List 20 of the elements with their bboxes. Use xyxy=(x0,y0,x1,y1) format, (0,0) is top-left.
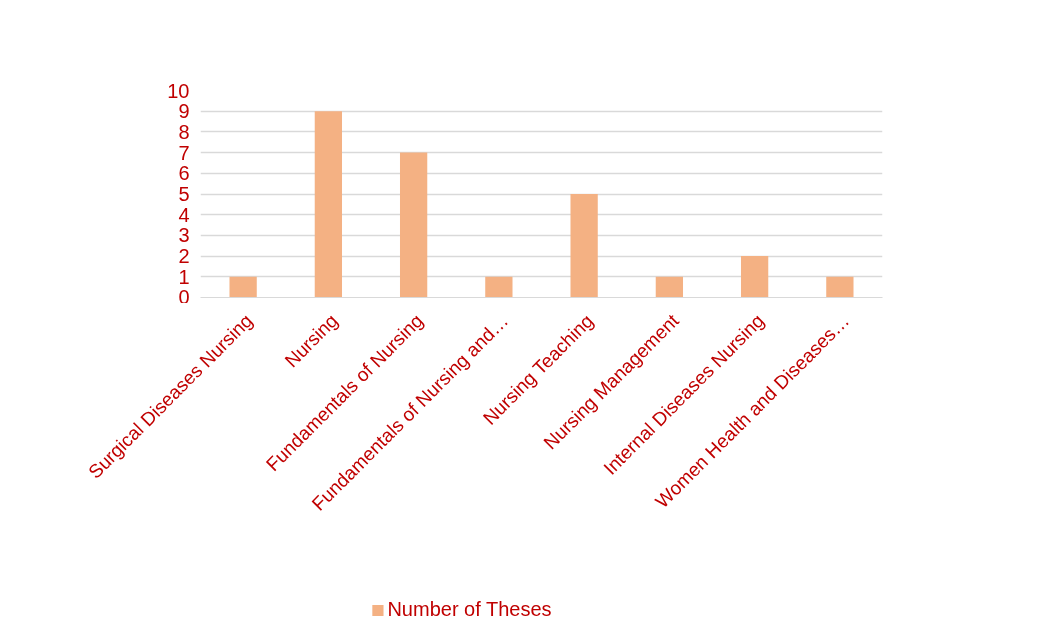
bar xyxy=(655,276,684,298)
y-tick-label: 3 xyxy=(178,224,190,247)
y-tick-label: 0 xyxy=(178,285,190,308)
legend-label: Number of Theses xyxy=(387,598,552,621)
y-tick-label: 7 xyxy=(178,141,190,164)
y-tick-label: 6 xyxy=(178,162,190,185)
y-tick-label: 2 xyxy=(178,245,190,268)
bar xyxy=(826,276,854,298)
bar xyxy=(570,194,598,298)
y-tick-label: 1 xyxy=(178,265,190,288)
bar xyxy=(740,256,769,298)
bar xyxy=(314,111,343,298)
y-tick-label: 5 xyxy=(178,183,190,205)
y-tick-label: 8 xyxy=(178,120,190,143)
bar xyxy=(399,152,428,298)
y-tick-label: 4 xyxy=(178,203,190,226)
bar xyxy=(485,276,513,298)
bar xyxy=(229,276,257,298)
y-tick-label: 10 xyxy=(167,79,190,102)
y-tick-label: 9 xyxy=(178,100,190,123)
